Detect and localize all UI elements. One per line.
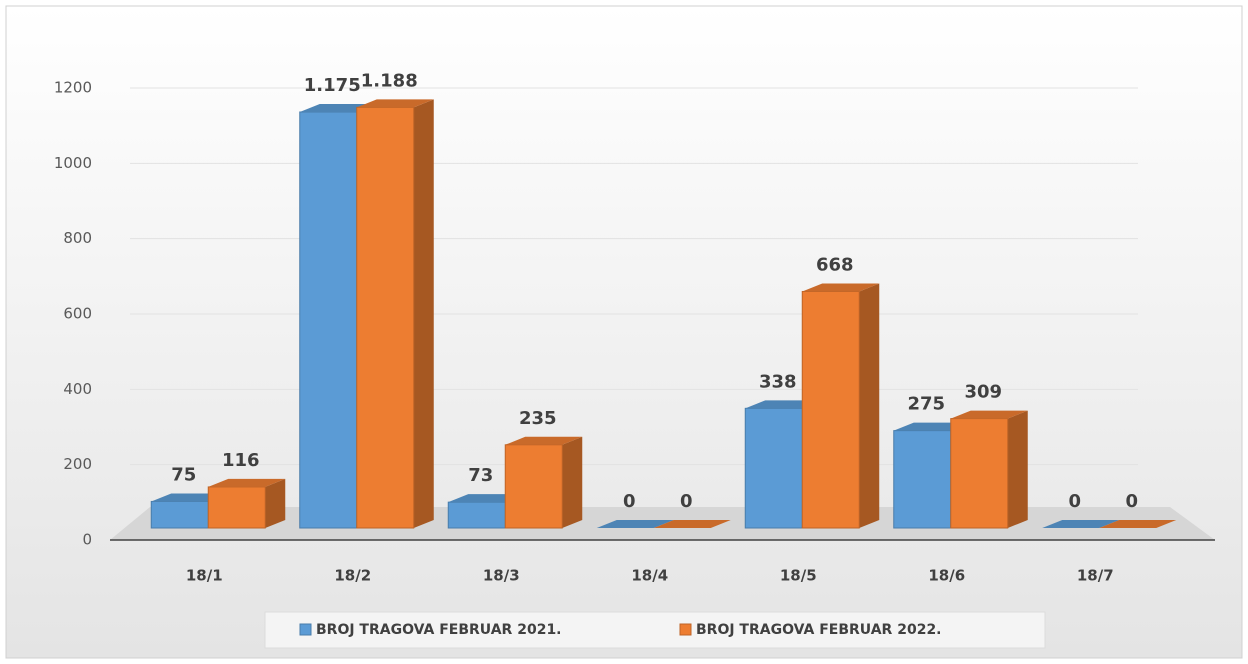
y-tick-label: 1000 — [54, 154, 92, 172]
legend-label: BROJ TRAGOVA FEBRUAR 2022. — [696, 622, 942, 638]
bar-side — [1007, 410, 1028, 528]
y-tick-label: 1200 — [54, 79, 92, 97]
bar-side — [859, 283, 880, 528]
legend — [264, 611, 1046, 649]
bar — [447, 501, 506, 529]
legend-label: BROJ TRAGOVA FEBRUAR 2021. — [316, 622, 562, 638]
data-label: 75 — [171, 464, 196, 485]
bar — [150, 500, 209, 529]
bar-top — [950, 410, 1028, 419]
data-label: 0 — [623, 491, 636, 512]
bar-top — [1099, 520, 1177, 528]
y-tick-label: 800 — [63, 229, 92, 247]
chart-background — [5, 5, 1243, 659]
bar — [744, 407, 803, 529]
legend-swatch — [299, 623, 312, 636]
data-label: 0 — [1068, 491, 1081, 512]
bar-top — [1042, 520, 1120, 528]
x-tick-label: 18/2 — [334, 567, 371, 585]
bar — [356, 106, 415, 529]
x-tick-label: 18/5 — [780, 567, 817, 585]
bar-side — [265, 478, 286, 528]
bar-top — [356, 99, 434, 108]
data-label: 275 — [907, 394, 945, 415]
data-label: 309 — [964, 382, 1002, 403]
bar — [207, 486, 266, 529]
bar-top — [208, 478, 286, 487]
bar — [504, 444, 563, 529]
bar-top — [505, 436, 583, 445]
bar — [893, 430, 952, 529]
bar-top — [802, 283, 880, 292]
bar-side — [562, 436, 583, 528]
x-tick-label: 18/6 — [928, 567, 965, 585]
data-label: 235 — [519, 408, 557, 429]
bar-top — [653, 520, 731, 528]
data-label: 116 — [222, 450, 260, 471]
data-label: 1.188 — [361, 70, 418, 91]
y-tick-label: 600 — [63, 305, 92, 323]
data-label: 338 — [759, 371, 797, 392]
y-tick-label: 200 — [63, 455, 92, 473]
data-label: 668 — [816, 254, 854, 275]
legend-swatch — [679, 623, 692, 636]
data-label: 0 — [680, 491, 693, 512]
bar — [801, 290, 860, 529]
y-tick-label: 400 — [63, 380, 92, 398]
bar — [950, 418, 1009, 529]
x-tick-label: 18/3 — [483, 567, 520, 585]
x-tick-label: 18/7 — [1077, 567, 1114, 585]
bar — [299, 111, 358, 529]
x-tick-label: 18/1 — [186, 567, 223, 585]
data-label: 73 — [468, 465, 493, 486]
data-label: 0 — [1125, 491, 1138, 512]
bar-top — [596, 520, 674, 528]
data-label: 1.175 — [304, 75, 361, 96]
x-tick-label: 18/4 — [631, 567, 668, 585]
y-tick-label: 0 — [82, 531, 92, 549]
bar-side — [413, 99, 434, 528]
